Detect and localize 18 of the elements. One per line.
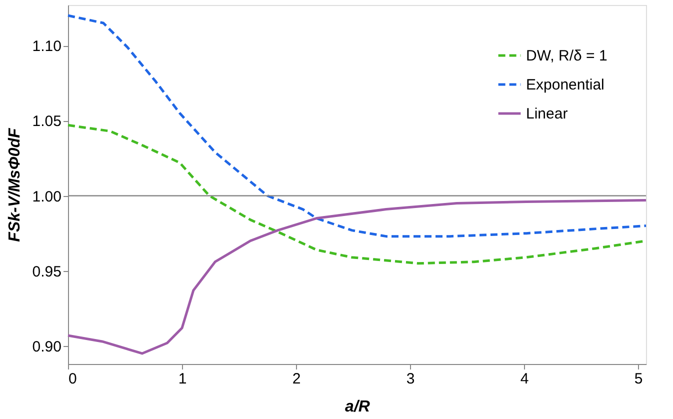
x-tick-label: 4 (520, 370, 529, 388)
x-tick-label: 3 (406, 370, 415, 388)
line-series (66, 199, 648, 355)
x-tick-label: 0 (68, 370, 77, 388)
legend-label: Linear (526, 106, 568, 122)
line-series (66, 14, 648, 238)
x-tick-label: 5 (634, 370, 643, 388)
y-tick-label: 0.90 (32, 338, 62, 356)
x-axis-title: a/R (345, 398, 370, 416)
legend-label: DW, R/δ = 1 (526, 48, 608, 64)
y-tick-label: 1.00 (32, 188, 62, 206)
x-tick-label: 2 (292, 370, 301, 388)
legend-label: Exponential (526, 76, 604, 94)
y-axis-title: FSk-V/MsΦ0dF (6, 126, 24, 242)
y-tick-label: 0.95 (32, 263, 62, 280)
y-tick-label: 1.05 (32, 113, 62, 130)
y-tick-label: 1.10 (32, 38, 62, 56)
x-tick-label: 1 (178, 370, 187, 388)
